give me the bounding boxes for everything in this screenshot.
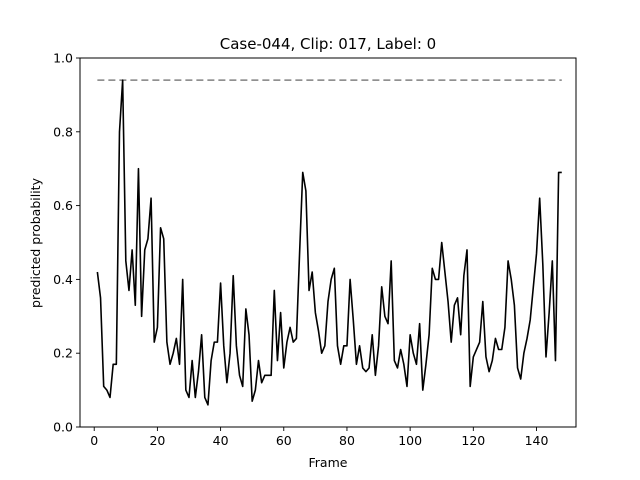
x-axis-label: Frame	[309, 455, 348, 470]
y-tick-label: 0.2	[53, 346, 73, 361]
y-tick-label: 0.6	[53, 198, 73, 213]
x-tick-label: 0	[90, 433, 98, 448]
x-tick-label: 100	[398, 433, 422, 448]
y-axis-label: predicted probability	[28, 177, 43, 308]
x-tick-label: 120	[461, 433, 485, 448]
x-tick-label: 40	[213, 433, 229, 448]
x-tick-label: 140	[525, 433, 549, 448]
x-tick-label: 80	[339, 433, 355, 448]
x-tick-label: 20	[149, 433, 165, 448]
x-tick-label: 60	[276, 433, 292, 448]
y-tick-label: 0.4	[53, 272, 73, 287]
y-tick-label: 0.0	[53, 420, 73, 435]
y-tick-label: 0.8	[53, 124, 73, 139]
chart-title: Case-044, Clip: 017, Label: 0	[220, 35, 436, 53]
y-tick-label: 1.0	[53, 51, 73, 66]
